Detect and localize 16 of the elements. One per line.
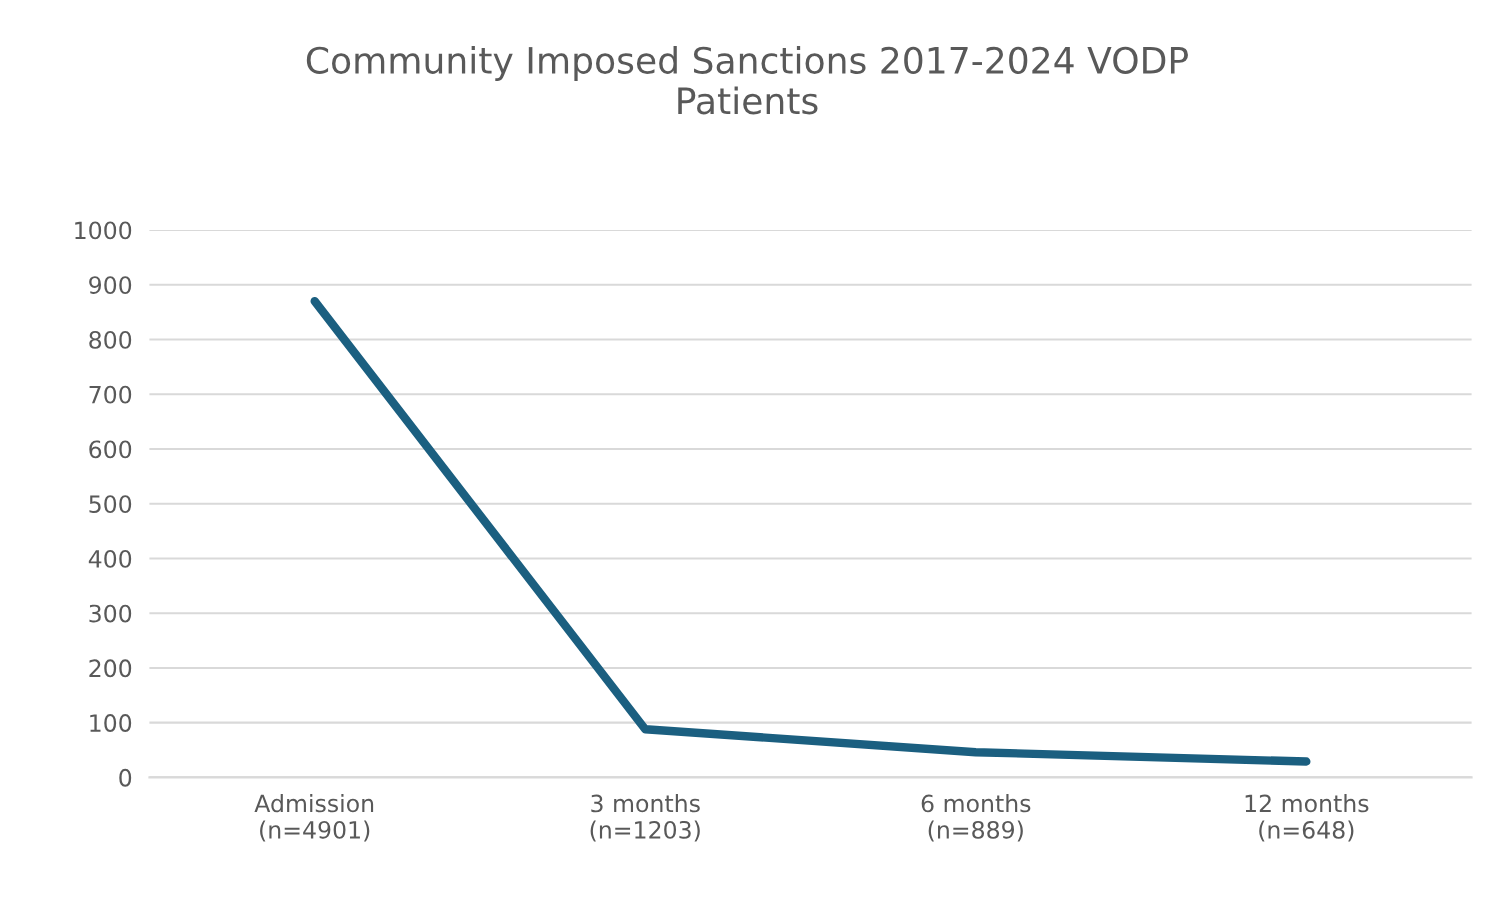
x-tick-label: 12 months (n=648) [1245, 794, 1369, 842]
y-tick-label: 300 [89, 604, 132, 623]
y-tick-label: 800 [89, 330, 132, 349]
y-tick-label: 1000 [75, 221, 132, 240]
y-tick-label: 100 [90, 714, 132, 732]
y-tick-label: 500 [89, 495, 132, 514]
x-tick-label: 3 months (n=1203) [590, 794, 700, 842]
y-tick-label: 900 [89, 276, 132, 295]
y-tick-label: 700 [89, 385, 132, 404]
chart-title: Community Imposed Sanctions 2017-2024 VODP Patients [306, 46, 1188, 115]
x-tick-label: Admission (n=4901) [254, 794, 374, 842]
y-tick-label: 600 [89, 440, 132, 459]
y-tick-label: 200 [89, 659, 132, 678]
x-tick-label: 6 months (n=889) [921, 794, 1031, 842]
y-tick-label: 0 [119, 768, 132, 787]
y-tick-label: 400 [88, 549, 132, 568]
